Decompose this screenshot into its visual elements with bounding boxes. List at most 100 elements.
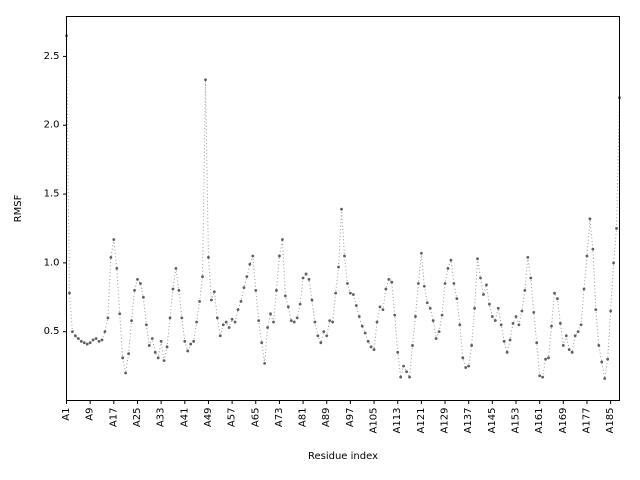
- data-point-A83: [307, 277, 311, 281]
- data-point-A140: [476, 257, 479, 261]
- x-tick-label: A185: [605, 408, 616, 434]
- data-point-A56: [227, 326, 231, 329]
- x-axis-label: Residue index: [308, 451, 378, 462]
- data-point-A171: [567, 348, 571, 351]
- data-point-A158: [529, 276, 533, 280]
- data-point-A33: [159, 339, 163, 343]
- data-point-A150: [505, 350, 509, 354]
- data-point-A183: [603, 377, 607, 380]
- data-point-A36: [168, 316, 172, 320]
- data-point-A17: [112, 238, 116, 241]
- x-tick-label: A33: [156, 408, 167, 428]
- data-point-A44: [192, 339, 196, 343]
- data-point-A37: [171, 287, 175, 291]
- x-tick-label: A57: [227, 408, 238, 428]
- data-point-A14: [103, 330, 107, 334]
- data-point-A118: [411, 344, 414, 347]
- data-point-A82: [304, 272, 308, 276]
- data-point-A26: [139, 282, 142, 285]
- data-point-A88: [322, 330, 326, 334]
- data-point-A13: [100, 338, 104, 342]
- y-axis-label: RMSF: [13, 194, 24, 222]
- data-point-A12: [97, 339, 101, 343]
- data-point-A110: [387, 277, 391, 281]
- data-point-A127: [437, 330, 441, 334]
- data-point-A15: [106, 316, 110, 320]
- data-point-A137: [467, 364, 471, 368]
- x-axis-ticks: A1 A9 A17 A25 A33 A41 A49 A57 A65 A73 A81 A89 A97 A10…: [61, 400, 616, 434]
- x-tick-label: A97: [345, 408, 356, 428]
- data-point-A103: [366, 339, 370, 343]
- data-point-A186: [612, 261, 615, 265]
- data-point-A184: [606, 357, 610, 361]
- data-point-A160: [535, 341, 539, 345]
- data-point-A4: [73, 334, 77, 338]
- data-point-A6: [79, 339, 83, 343]
- data-point-A76: [286, 305, 290, 309]
- data-point-A10: [91, 338, 95, 342]
- data-point-A50: [210, 298, 213, 302]
- data-point-A89: [325, 334, 329, 338]
- data-point-A141: [479, 276, 482, 280]
- data-point-A72: [275, 288, 278, 292]
- data-point-A134: [458, 323, 462, 327]
- data-point-A38: [174, 266, 178, 270]
- data-point-A16: [109, 255, 113, 259]
- data-point-A167: [556, 297, 559, 301]
- data-point-A107: [378, 305, 382, 309]
- data-point-A87: [319, 341, 323, 345]
- data-point-A94: [340, 207, 343, 211]
- data-point-A21: [124, 371, 128, 375]
- data-point-A92: [334, 291, 338, 295]
- data-point-A147: [496, 306, 500, 310]
- data-point-A116: [405, 370, 408, 373]
- y-axis-ticks: 0.5 1.0 1.5 2.0 2.5: [44, 51, 67, 337]
- data-point-A165: [550, 324, 553, 328]
- x-tick-label: A17: [108, 408, 119, 428]
- data-point-A34: [162, 359, 166, 362]
- data-point-A113: [396, 350, 400, 354]
- data-point-A48: [204, 78, 207, 82]
- data-point-A79: [295, 316, 299, 320]
- data-point-A9: [88, 341, 92, 345]
- data-point-A41: [183, 339, 187, 343]
- data-point-A77: [289, 319, 293, 323]
- data-point-A57: [230, 317, 234, 321]
- data-point-A69: [266, 326, 269, 329]
- data-point-A154: [517, 323, 521, 327]
- data-point-A73: [278, 254, 281, 258]
- data-point-A151: [508, 338, 512, 342]
- data-point-A80: [298, 302, 302, 306]
- data-series: [65, 34, 621, 380]
- data-point-A108: [381, 308, 385, 312]
- data-point-A18: [115, 266, 119, 270]
- data-point-A28: [144, 323, 148, 327]
- data-point-A164: [547, 356, 550, 360]
- data-point-A169: [561, 344, 565, 347]
- x-tick-label: A1: [61, 408, 72, 421]
- data-point-A99: [354, 304, 358, 307]
- data-point-A125: [431, 319, 435, 323]
- data-point-A109: [384, 287, 388, 291]
- data-point-A66: [257, 319, 261, 323]
- data-point-A71: [272, 320, 275, 324]
- data-point-A49: [207, 255, 210, 259]
- data-point-A8: [85, 342, 89, 346]
- data-point-A170: [564, 334, 568, 338]
- x-tick-label: A177: [581, 408, 592, 434]
- data-point-A98: [351, 293, 355, 296]
- data-point-A5: [76, 337, 80, 340]
- rmsf-dotted-line: [66, 35, 620, 379]
- data-point-A31: [153, 350, 157, 354]
- plot-border: [66, 16, 620, 401]
- data-point-A181: [597, 344, 601, 347]
- data-point-A54: [221, 323, 225, 327]
- x-tick-label: A129: [440, 408, 451, 434]
- data-point-A75: [283, 294, 287, 298]
- data-point-A96: [346, 282, 349, 285]
- data-point-A55: [224, 320, 228, 324]
- data-point-A100: [357, 315, 361, 318]
- data-point-A182: [600, 360, 604, 364]
- data-point-A86: [316, 334, 320, 338]
